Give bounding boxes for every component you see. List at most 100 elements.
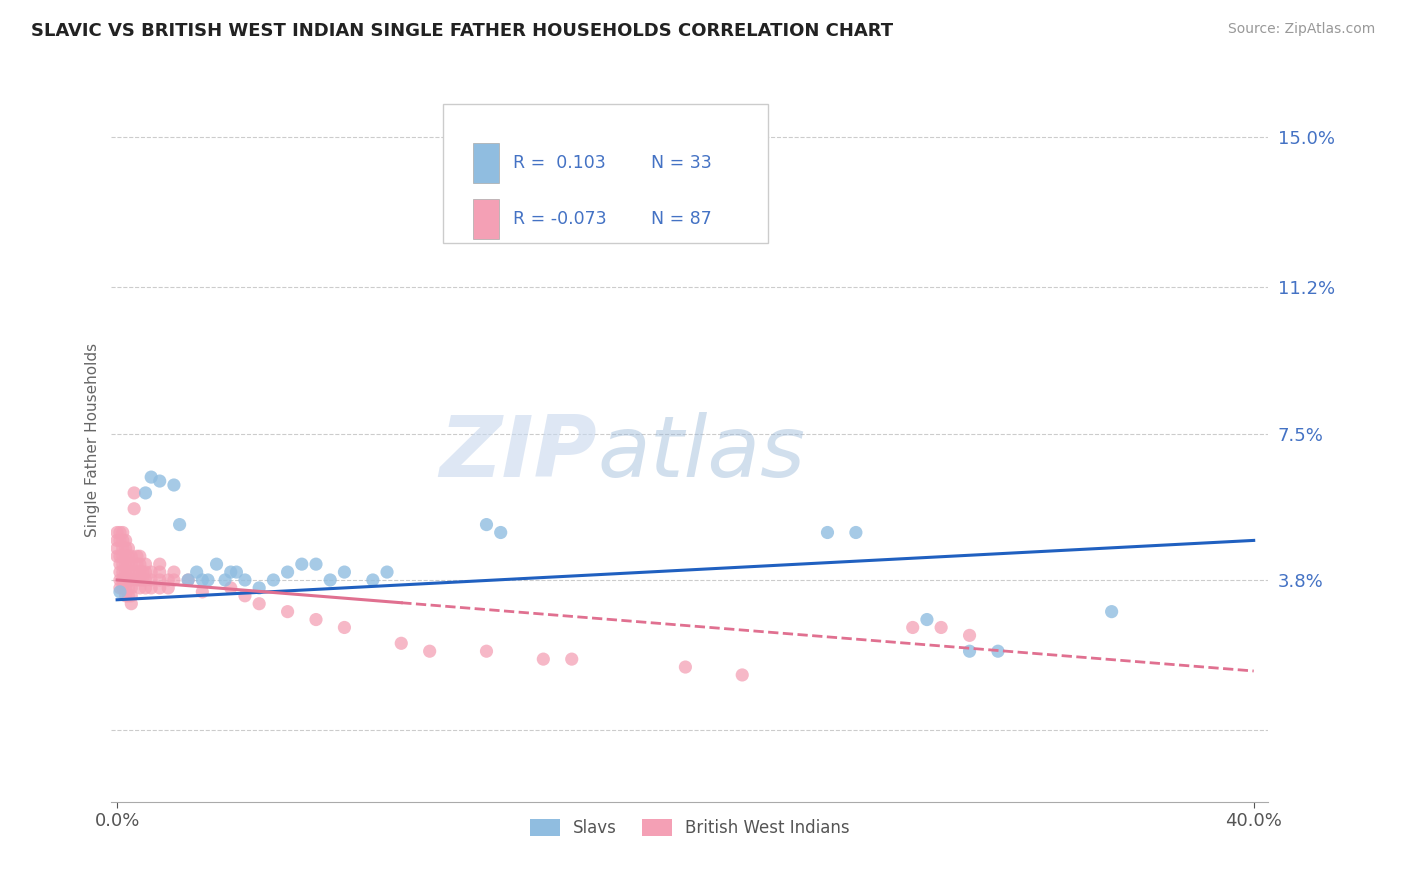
Point — [929, 620, 952, 634]
Point — [108, 573, 131, 587]
Point — [262, 573, 284, 587]
Point — [959, 644, 981, 658]
Point — [149, 557, 172, 571]
Point — [120, 557, 142, 571]
Point — [134, 565, 156, 579]
Point — [915, 613, 938, 627]
Point — [817, 525, 839, 540]
Point — [131, 573, 153, 587]
Point — [125, 565, 148, 579]
Text: R = -0.073: R = -0.073 — [513, 210, 606, 228]
Point — [122, 501, 145, 516]
Point — [163, 573, 186, 587]
Point — [141, 581, 163, 595]
Point — [108, 533, 131, 548]
Point — [531, 652, 554, 666]
Point — [219, 565, 242, 579]
Y-axis label: Single Father Households: Single Father Households — [86, 343, 100, 537]
Point — [125, 557, 148, 571]
Point — [108, 525, 131, 540]
Point — [111, 557, 134, 571]
Legend: Slavs, British West Indians: Slavs, British West Indians — [523, 813, 856, 844]
Point — [108, 557, 131, 571]
Point — [105, 541, 128, 556]
Point — [149, 581, 172, 595]
Point — [149, 474, 172, 488]
Text: atlas: atlas — [598, 412, 806, 495]
Point — [105, 533, 128, 548]
Point — [114, 533, 136, 548]
Point — [128, 573, 150, 587]
Point — [108, 549, 131, 564]
Bar — [474, 199, 499, 239]
Point — [419, 644, 441, 658]
Point — [108, 565, 131, 579]
Text: N = 33: N = 33 — [651, 154, 713, 172]
Point — [291, 557, 314, 571]
Text: R =  0.103: R = 0.103 — [513, 154, 606, 172]
Point — [475, 517, 498, 532]
Point — [186, 565, 208, 579]
Point — [197, 573, 219, 587]
Point — [117, 541, 139, 556]
Point — [169, 517, 191, 532]
Text: SLAVIC VS BRITISH WEST INDIAN SINGLE FATHER HOUSEHOLDS CORRELATION CHART: SLAVIC VS BRITISH WEST INDIAN SINGLE FAT… — [31, 22, 893, 40]
Point — [117, 565, 139, 579]
Point — [305, 613, 328, 627]
Point — [177, 573, 200, 587]
Text: ZIP: ZIP — [440, 412, 598, 495]
Point — [205, 557, 228, 571]
Point — [134, 573, 156, 587]
Point — [191, 585, 214, 599]
Point — [845, 525, 868, 540]
Point — [191, 573, 214, 587]
Point — [361, 573, 384, 587]
Point — [114, 565, 136, 579]
Point — [149, 573, 172, 587]
Text: Source: ZipAtlas.com: Source: ZipAtlas.com — [1227, 22, 1375, 37]
Point — [131, 565, 153, 579]
Point — [157, 581, 180, 595]
Point — [134, 486, 156, 500]
Point — [111, 581, 134, 595]
Point — [128, 565, 150, 579]
Point — [247, 597, 270, 611]
Point — [111, 565, 134, 579]
Point — [157, 573, 180, 587]
Point — [134, 557, 156, 571]
Point — [120, 573, 142, 587]
Point — [233, 589, 256, 603]
Point — [134, 581, 156, 595]
Point — [319, 573, 342, 587]
Point — [105, 549, 128, 564]
Bar — [474, 144, 499, 183]
Point — [111, 525, 134, 540]
Point — [120, 581, 142, 595]
Point — [141, 470, 163, 484]
Point — [114, 573, 136, 587]
Point — [305, 557, 328, 571]
Point — [987, 644, 1010, 658]
Point — [375, 565, 398, 579]
Point — [108, 581, 131, 595]
Point — [114, 549, 136, 564]
Point — [141, 565, 163, 579]
Point — [333, 565, 356, 579]
Point — [120, 589, 142, 603]
Point — [389, 636, 412, 650]
Point — [111, 533, 134, 548]
Point — [117, 557, 139, 571]
Point — [163, 565, 186, 579]
Point — [277, 605, 299, 619]
Point — [163, 478, 186, 492]
Point — [233, 573, 256, 587]
Point — [731, 668, 754, 682]
Point — [122, 486, 145, 500]
Point — [561, 652, 583, 666]
Point — [120, 597, 142, 611]
Point — [120, 549, 142, 564]
Point — [128, 549, 150, 564]
Point — [111, 549, 134, 564]
Point — [117, 573, 139, 587]
Point — [561, 209, 583, 223]
